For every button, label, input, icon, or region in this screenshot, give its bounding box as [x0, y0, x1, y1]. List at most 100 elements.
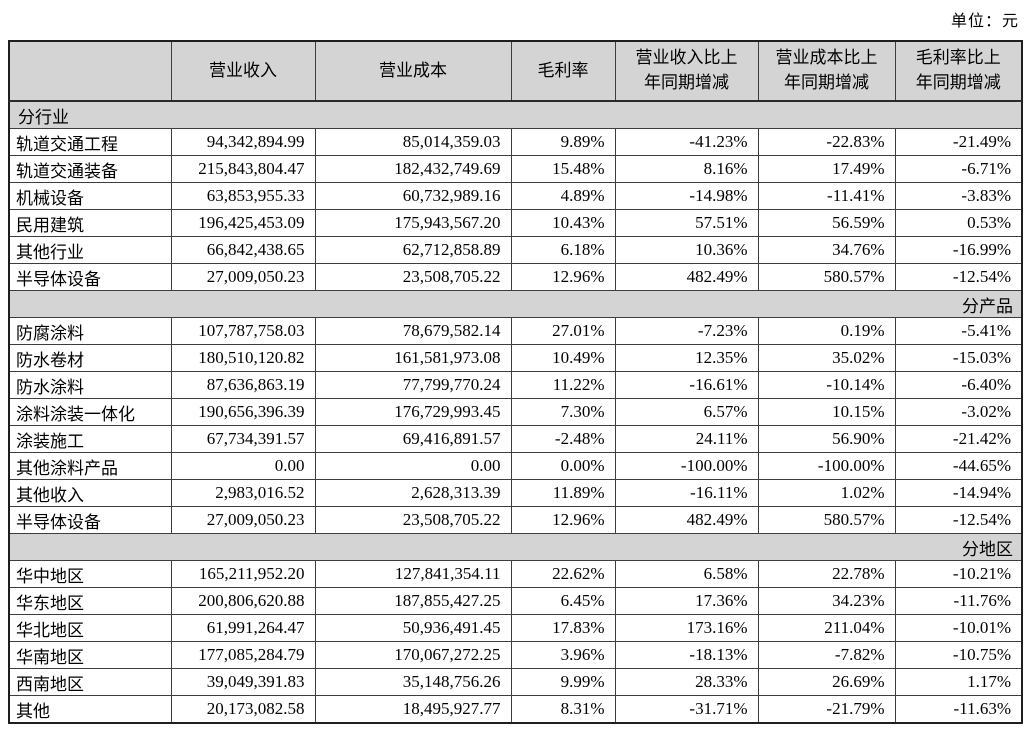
revenue-cell: 196,425,453.09	[170, 209, 316, 237]
margin-cell: 17.83%	[510, 614, 616, 642]
table-row: 其他行业 66,842,438.65 62,712,858.89 6.18% 10.36…	[8, 236, 1023, 264]
margin-cell: 7.30%	[510, 398, 616, 426]
label-cell: 其他收入	[8, 479, 172, 507]
cost-cell: 35,148,756.26	[314, 668, 512, 696]
revenue-yoy-cell: 28.33%	[614, 668, 759, 696]
table-row: 防水卷材 180,510,120.82 161,581,973.08 10.49% 12…	[8, 344, 1023, 372]
cost-cell: 85,014,359.03	[314, 128, 512, 156]
table-row: 西南地区 39,049,391.83 35,148,756.26 9.99% 28.33…	[8, 668, 1023, 696]
cost-yoy-cell: 26.69%	[757, 668, 896, 696]
margin-yoy-cell: -44.65%	[894, 452, 1023, 480]
margin-cell: 6.45%	[510, 587, 616, 615]
section-title-by-product: 分产品	[8, 290, 1023, 318]
margin-cell: -2.48%	[510, 425, 616, 453]
label-cell: 其他	[8, 695, 172, 724]
cost-cell: 170,067,272.25	[314, 641, 512, 669]
revenue-cell: 190,656,396.39	[170, 398, 316, 426]
cost-yoy-cell: 35.02%	[757, 344, 896, 372]
label-cell: 涂装施工	[8, 425, 172, 453]
label-cell: 涂料涂装一体化	[8, 398, 172, 426]
margin-yoy-cell: -12.54%	[894, 263, 1023, 291]
table-row: 民用建筑 196,425,453.09 175,943,567.20 10.43% 57…	[8, 209, 1023, 237]
table-row: 其他 20,173,082.58 18,495,927.77 8.31% -31.71%…	[8, 695, 1023, 724]
revenue-cell: 39,049,391.83	[170, 668, 316, 696]
margin-cell: 9.99%	[510, 668, 616, 696]
margin-cell: 27.01%	[510, 317, 616, 345]
revenue-cell: 66,842,438.65	[170, 236, 316, 264]
margin-cell: 9.89%	[510, 128, 616, 156]
cost-yoy-cell: -22.83%	[757, 128, 896, 156]
col-header-cost: 营业成本	[314, 40, 512, 102]
revenue-yoy-cell: 173.16%	[614, 614, 759, 642]
section-title-by-region: 分地区	[8, 533, 1023, 561]
table-row: 防腐涂料 107,787,758.03 78,679,582.14 27.01% -7.…	[8, 317, 1023, 345]
margin-yoy-cell: -6.71%	[894, 155, 1023, 183]
cost-cell: 182,432,749.69	[314, 155, 512, 183]
revenue-yoy-cell: -18.13%	[614, 641, 759, 669]
table-row: 华中地区 165,211,952.20 127,841,354.11 22.62% 6.…	[8, 560, 1023, 588]
label-cell: 西南地区	[8, 668, 172, 696]
margin-yoy-cell: -21.42%	[894, 425, 1023, 453]
margin-yoy-cell: -15.03%	[894, 344, 1023, 372]
cost-yoy-cell: -100.00%	[757, 452, 896, 480]
margin-cell: 12.96%	[510, 263, 616, 291]
margin-yoy-cell: -10.21%	[894, 560, 1023, 588]
cost-cell: 23,508,705.22	[314, 506, 512, 534]
cost-yoy-cell: 22.78%	[757, 560, 896, 588]
margin-yoy-cell: -3.83%	[894, 182, 1023, 210]
revenue-yoy-cell: -7.23%	[614, 317, 759, 345]
margin-yoy-cell: -10.01%	[894, 614, 1023, 642]
margin-yoy-cell: -12.54%	[894, 506, 1023, 534]
revenue-yoy-cell: -14.98%	[614, 182, 759, 210]
header-row: 营业收入 营业成本 毛利率 营业收入比上 年同期增减 营业成本比上 年同期增减 …	[8, 40, 1023, 102]
cost-yoy-cell: -7.82%	[757, 641, 896, 669]
margin-cell: 22.62%	[510, 560, 616, 588]
label-cell: 轨道交通装备	[8, 155, 172, 183]
unit-label: 单位：元	[950, 13, 1019, 30]
margin-yoy-cell: -5.41%	[894, 317, 1023, 345]
cost-cell: 18,495,927.77	[314, 695, 512, 724]
revenue-yoy-cell: -41.23%	[614, 128, 759, 156]
cost-yoy-cell: 34.76%	[757, 236, 896, 264]
margin-cell: 4.89%	[510, 182, 616, 210]
col-header-margin-yoy: 毛利率比上 年同期增减	[894, 40, 1023, 102]
revenue-cell: 215,843,804.47	[170, 155, 316, 183]
label-cell: 防水涂料	[8, 371, 172, 399]
cost-cell: 62,712,858.89	[314, 236, 512, 264]
revenue-cell: 200,806,620.88	[170, 587, 316, 615]
revenue-cell: 165,211,952.20	[170, 560, 316, 588]
cost-yoy-cell: 56.59%	[757, 209, 896, 237]
margin-yoy-cell: -3.02%	[894, 398, 1023, 426]
cost-cell: 127,841,354.11	[314, 560, 512, 588]
revenue-cell: 180,510,120.82	[170, 344, 316, 372]
cost-cell: 50,936,491.45	[314, 614, 512, 642]
revenue-yoy-cell: 8.16%	[614, 155, 759, 183]
section-row-by-product: 分产品	[8, 290, 1023, 318]
cost-cell: 176,729,993.45	[314, 398, 512, 426]
table-row: 机械设备 63,853,955.33 60,732,989.16 4.89% -14.9…	[8, 182, 1023, 210]
revenue-cell: 67,734,391.57	[170, 425, 316, 453]
cost-yoy-cell: 211.04%	[757, 614, 896, 642]
cost-yoy-cell: 34.23%	[757, 587, 896, 615]
table-row: 涂装施工 67,734,391.57 69,416,891.57 -2.48% 24.1…	[8, 425, 1023, 453]
cost-cell: 2,628,313.39	[314, 479, 512, 507]
revenue-yoy-cell: -31.71%	[614, 695, 759, 724]
table-row: 防水涂料 87,636,863.19 77,799,770.24 11.22% -16.…	[8, 371, 1023, 399]
cost-yoy-cell: 10.15%	[757, 398, 896, 426]
margin-cell: 11.89%	[510, 479, 616, 507]
table-row: 半导体设备 27,009,050.23 23,508,705.22 12.96% 482…	[8, 506, 1023, 534]
table-row: 轨道交通工程 94,342,894.99 85,014,359.03 9.89% -41…	[8, 128, 1023, 156]
cost-yoy-cell: -21.79%	[757, 695, 896, 724]
revenue-cell: 27,009,050.23	[170, 263, 316, 291]
cost-yoy-cell: 17.49%	[757, 155, 896, 183]
cost-cell: 187,855,427.25	[314, 587, 512, 615]
label-cell: 华南地区	[8, 641, 172, 669]
table-row: 华北地区 61,991,264.47 50,936,491.45 17.83% 173.…	[8, 614, 1023, 642]
margin-yoy-cell: -10.75%	[894, 641, 1023, 669]
label-cell: 其他涂料产品	[8, 452, 172, 480]
table-row: 轨道交通装备 215,843,804.47 182,432,749.69 15.48%…	[8, 155, 1023, 183]
revenue-yoy-cell: 12.35%	[614, 344, 759, 372]
label-cell: 华东地区	[8, 587, 172, 615]
margin-yoy-cell: 0.53%	[894, 209, 1023, 237]
